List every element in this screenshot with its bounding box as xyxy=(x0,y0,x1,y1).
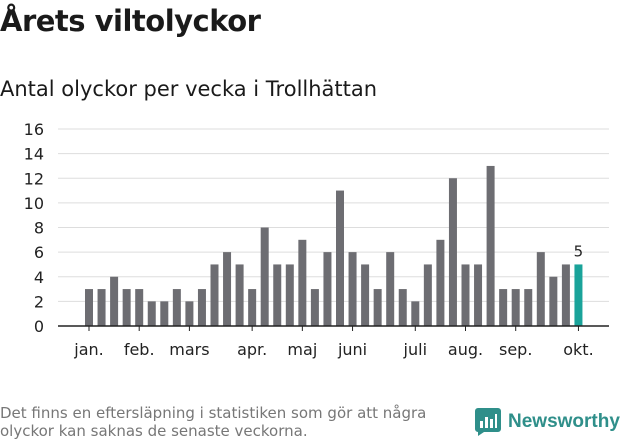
newsworthy-logo-icon xyxy=(475,408,501,436)
bar xyxy=(336,190,344,326)
y-tick-label: 0 xyxy=(34,317,44,336)
bar xyxy=(499,289,508,326)
x-tick-label: juli xyxy=(403,340,427,359)
y-tick-label: 16 xyxy=(24,120,44,139)
bar xyxy=(248,289,257,326)
bar xyxy=(386,252,395,326)
brand-logo[interactable]: Newsworthy xyxy=(475,408,620,436)
bar xyxy=(147,301,156,326)
bar xyxy=(486,165,495,326)
x-tick-label: okt. xyxy=(563,340,593,359)
bar xyxy=(436,239,445,326)
y-tick-label: 12 xyxy=(24,169,44,188)
x-tick-label: juni xyxy=(337,340,367,359)
x-tick-label: jan. xyxy=(73,340,103,359)
chart-subtitle: Antal olyckor per vecka i Trollhättan xyxy=(0,77,378,101)
bar xyxy=(398,289,407,326)
bar xyxy=(474,264,483,326)
bar xyxy=(273,264,282,326)
bar xyxy=(210,264,219,326)
bar xyxy=(298,239,307,326)
x-tick-label: mars xyxy=(169,340,209,359)
x-tick-label: maj xyxy=(287,340,317,359)
bar xyxy=(197,289,206,326)
bar xyxy=(285,264,294,326)
bar xyxy=(411,301,420,326)
y-tick-label: 10 xyxy=(24,194,44,213)
bar xyxy=(122,289,131,326)
bar xyxy=(423,264,432,326)
footnote: Det finns en eftersläpning i statistiken… xyxy=(0,404,427,440)
highlight-bar xyxy=(574,264,583,326)
bar xyxy=(310,289,319,326)
bar xyxy=(461,264,470,326)
bar xyxy=(524,289,533,326)
bar xyxy=(110,276,119,326)
y-tick-label: 2 xyxy=(34,292,44,311)
y-tick-label: 14 xyxy=(24,145,44,164)
bar xyxy=(172,289,181,326)
x-tick-label: feb. xyxy=(124,340,155,359)
x-tick-label: sep. xyxy=(499,340,532,359)
bar xyxy=(536,252,545,326)
brand-name: Newsworthy xyxy=(508,411,620,432)
y-tick-label: 4 xyxy=(34,268,44,287)
x-tick-label: aug. xyxy=(448,340,483,359)
bar xyxy=(185,301,194,326)
bar xyxy=(348,252,357,326)
bar xyxy=(160,301,169,326)
bar xyxy=(511,289,520,326)
bar xyxy=(223,252,232,326)
bar xyxy=(361,264,370,326)
page-title: Årets viltolyckor xyxy=(0,4,261,38)
bar xyxy=(323,252,332,326)
highlight-value-label: 5 xyxy=(574,242,584,260)
bar xyxy=(561,264,570,326)
bar xyxy=(549,276,558,326)
bar-chart: 0 2 4 6 8 10 12 14 16 5 jan. feb. mars apr. maj juni jul… xyxy=(24,120,609,359)
bar xyxy=(85,289,93,326)
y-tick-label: 8 xyxy=(34,219,44,238)
bar xyxy=(448,178,457,326)
bar xyxy=(135,289,144,326)
bar xyxy=(235,264,244,326)
bar xyxy=(260,227,269,326)
bar xyxy=(97,289,106,326)
bar xyxy=(373,289,382,326)
y-tick-label: 6 xyxy=(34,243,44,262)
x-tick-label: apr. xyxy=(237,340,267,359)
